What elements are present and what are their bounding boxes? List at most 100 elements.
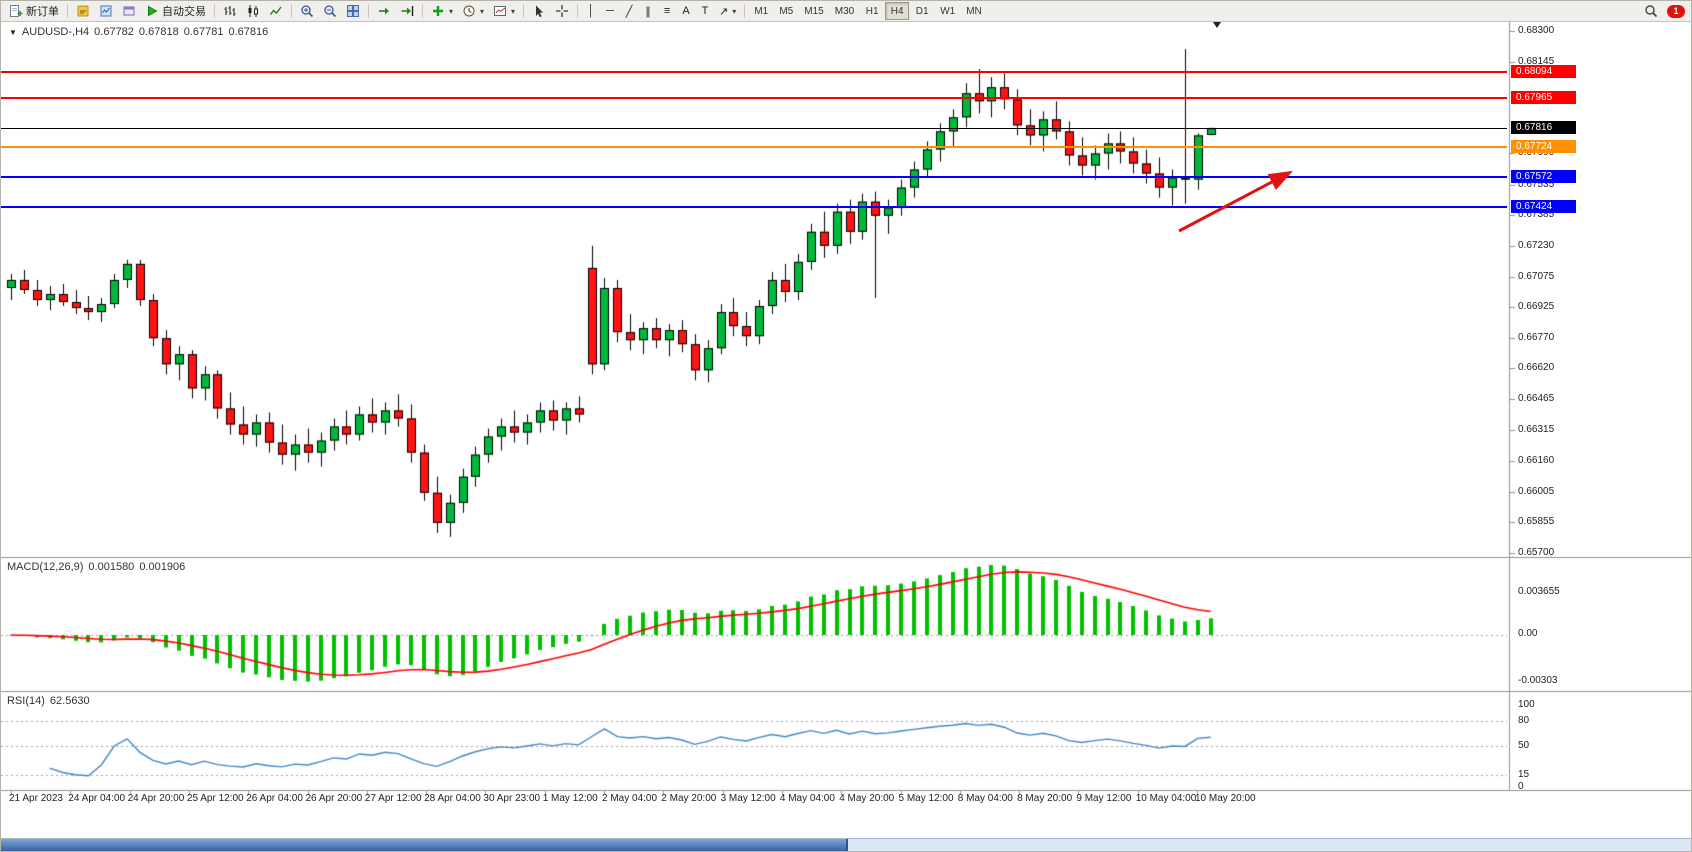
horizontal-scrollbar-thumb[interactable]	[1, 839, 848, 851]
timeframe-h1-button[interactable]: H1	[860, 2, 884, 20]
timeframe-m30-button[interactable]: M30	[830, 2, 859, 20]
trend-arrow-annotation[interactable]	[1159, 157, 1309, 242]
price-badge-resistance-lower: 0.67965	[1511, 91, 1576, 105]
timeframe-m5-button[interactable]: M5	[774, 2, 798, 20]
zoom-out-button[interactable]	[319, 2, 341, 20]
toolbar-separator	[523, 4, 525, 18]
price-axis-label: 0.66465	[1518, 393, 1555, 405]
bar-chart-icon	[224, 6, 236, 16]
timeframe-d1-button[interactable]: D1	[910, 2, 934, 20]
dropdown-caret[interactable]: ▾	[511, 6, 516, 16]
arrows-tool-button[interactable]: ↗ ▾	[715, 2, 740, 20]
time-axis-label: 10 May 04:00	[1135, 793, 1197, 804]
macd-title: MACD(12,26,9)	[7, 561, 84, 573]
time-axis-label: 24 Apr 04:00	[68, 793, 126, 804]
horizontal-line-button[interactable]: ─	[601, 2, 619, 20]
price-axis-label: 0.66005	[1518, 485, 1555, 497]
price-badge-support-lower: 0.67424	[1511, 199, 1576, 213]
arrows-icon: ↗	[719, 5, 729, 18]
price-axis-label: 0.65855	[1518, 515, 1555, 527]
time-axis-label: 25 Apr 12:00	[186, 793, 244, 804]
cursor-arrow-icon	[536, 5, 544, 18]
auto-trading-label: 自动交易	[162, 6, 206, 18]
price-badge-support-upper: 0.67572	[1511, 170, 1576, 184]
auto-trading-button[interactable]: 自动交易	[141, 2, 210, 20]
crosshair-icon	[556, 5, 569, 17]
template-chart-icon	[494, 6, 507, 16]
hline-pivot-orange[interactable]	[1, 145, 1507, 148]
zoom-in-button[interactable]	[296, 2, 318, 20]
rsi-title: RSI(14)	[7, 695, 45, 707]
hline-resistance-upper[interactable]	[1, 71, 1507, 74]
bid-price-badge: 0.67816	[1511, 121, 1576, 135]
time-axis-label: 30 Apr 23:00	[483, 793, 541, 804]
dropdown-caret[interactable]: ▾	[480, 6, 485, 16]
time-axis-label: 3 May 12:00	[720, 793, 776, 804]
zoom-out-icon	[324, 5, 337, 18]
timeframe-h4-button[interactable]: H4	[885, 2, 910, 20]
time-axis-label: 4 May 04:00	[779, 793, 835, 804]
quote-high: 0.67818	[138, 26, 179, 38]
chart-shift-marker[interactable]	[1213, 22, 1221, 28]
metaeditor-button[interactable]	[72, 2, 94, 20]
text-tool-button[interactable]: A	[677, 2, 695, 20]
price-axis-label: 0.67075	[1518, 270, 1555, 282]
cursor-button[interactable]	[528, 2, 550, 20]
auto-scroll-button[interactable]	[373, 2, 395, 20]
time-axis-label: 8 May 04:00	[957, 793, 1013, 804]
timeframe-w1-button[interactable]: W1	[935, 2, 960, 20]
clock-icon	[463, 5, 475, 17]
fibonacci-button[interactable]: ≡	[658, 2, 676, 20]
quote-close: 0.67816	[228, 26, 269, 38]
time-axis-label: 26 Apr 20:00	[305, 793, 363, 804]
chart-shift-icon	[401, 6, 414, 16]
toolbar-separator	[577, 4, 579, 18]
equidistant-channel-button[interactable]: ∥	[639, 2, 657, 20]
toolbar-separator	[67, 4, 68, 18]
time-axis-label: 24 Apr 20:00	[127, 793, 185, 804]
timeframe-m15-button[interactable]: M15	[799, 2, 828, 20]
time-axis-label: 2 May 04:00	[602, 793, 658, 804]
rsi-axis-label: 15	[1518, 768, 1530, 780]
time-axis-label: 21 Apr 2023	[9, 793, 63, 804]
tile-windows-button[interactable]	[342, 2, 364, 20]
tile-windows-icon	[347, 5, 359, 17]
terminal-button[interactable]	[118, 2, 140, 20]
templates-button[interactable]: ▾	[489, 2, 519, 20]
auto-scroll-icon	[379, 7, 389, 15]
crosshair-button[interactable]	[551, 2, 573, 20]
hline-resistance-lower[interactable]	[1, 97, 1507, 100]
macd-label: MACD(12,26,9) 0.001580 0.001906	[7, 561, 190, 573]
text-label-tool-button[interactable]: T	[696, 2, 714, 20]
chart-shift-button[interactable]	[396, 2, 418, 20]
terminal-icon	[123, 6, 135, 16]
candlestick-mode-button[interactable]	[242, 2, 264, 20]
search-button[interactable]	[1640, 2, 1662, 20]
hline-support-lower[interactable]	[1, 205, 1507, 208]
horizontal-scrollbar-track[interactable]	[1, 838, 1691, 851]
notification-badge[interactable]: 1	[1667, 4, 1685, 18]
timeframe-mn-button[interactable]: MN	[961, 2, 987, 20]
price-axis-label: 0.66925	[1518, 301, 1555, 313]
indicators-button[interactable]: ▾	[427, 2, 457, 20]
trendline-button[interactable]: ╱	[620, 2, 638, 20]
collapse-icon[interactable]: ▼	[9, 28, 17, 37]
price-badge-resistance-upper: 0.68094	[1511, 65, 1576, 79]
market-watch-button[interactable]	[95, 2, 117, 20]
hline-support-upper[interactable]	[1, 176, 1507, 179]
rsi-axis-label: 50	[1518, 740, 1530, 751]
bar-chart-mode-button[interactable]	[219, 2, 241, 20]
periods-button[interactable]: ▾	[458, 2, 488, 20]
line-chart-mode-button[interactable]	[265, 2, 287, 20]
price-badge-pivot-orange: 0.67724	[1511, 139, 1576, 153]
dropdown-caret[interactable]: ▾	[732, 6, 737, 16]
toolbar-separator	[368, 4, 369, 18]
vertical-line-button[interactable]: │	[582, 2, 600, 20]
timeframe-m1-button[interactable]: M1	[749, 2, 773, 20]
new-order-button[interactable]: 新订单	[5, 2, 63, 20]
toolbar-right-group: 1	[1640, 2, 1687, 20]
rsi-axis-label: 80	[1518, 715, 1530, 727]
macd-axis-label: 0.003655	[1518, 586, 1560, 597]
dropdown-caret[interactable]: ▾	[449, 6, 454, 16]
